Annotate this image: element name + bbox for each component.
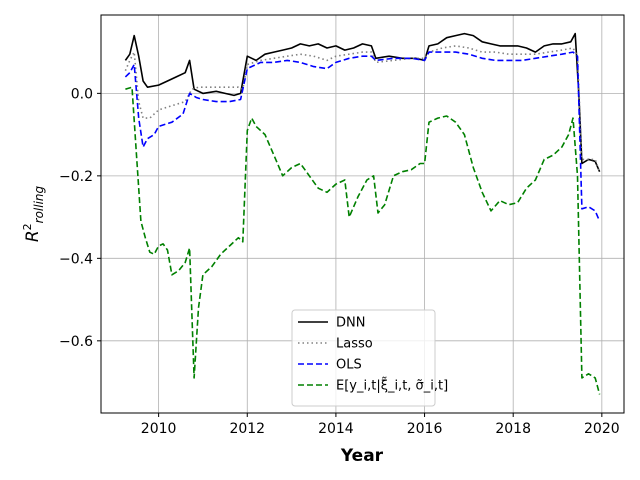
legend-label-2: OLS: [336, 358, 362, 373]
series-line-0: [124, 32, 601, 173]
legend: DNN Lasso OLS E[y_i,t|ξ̃_i,t, σ̃_i,t]: [291, 309, 448, 407]
y-axis-ticks: 0.0 −0.2 −0.4 −0.6: [59, 86, 101, 350]
legend-label-0: DNN: [336, 316, 365, 331]
x-tick-label: 2012: [229, 421, 265, 437]
x-axis-title: Year: [340, 446, 384, 466]
series-line-2: [124, 51, 601, 222]
legend-label-1: Lasso: [336, 337, 373, 352]
y-axis-title: R2rolling: [21, 185, 46, 242]
y-tick-label: −0.4: [59, 251, 93, 267]
x-axis-ticks: 2010 2012 2014 2016 2018 2020: [141, 413, 620, 437]
grid-lines: [101, 15, 624, 413]
legend-label-3: E[y_i,t|ξ̃_i,t, σ̃_i,t]: [336, 377, 448, 393]
x-tick-label: 2010: [141, 421, 177, 437]
x-tick-label: 2020: [584, 421, 620, 437]
x-tick-label: 2018: [495, 421, 531, 437]
y-tick-label: −0.2: [59, 169, 93, 185]
plot-area-frame: [100, 14, 625, 414]
series-line-1: [124, 45, 601, 172]
x-tick-label: 2016: [407, 421, 443, 437]
y-tick-label: 0.0: [71, 86, 93, 102]
series-layer: [124, 32, 601, 395]
x-tick-label: 2014: [318, 421, 354, 437]
y-tick-label: −0.6: [59, 334, 93, 350]
series-line-3: [125, 86, 601, 395]
legend-box: [291, 309, 436, 407]
